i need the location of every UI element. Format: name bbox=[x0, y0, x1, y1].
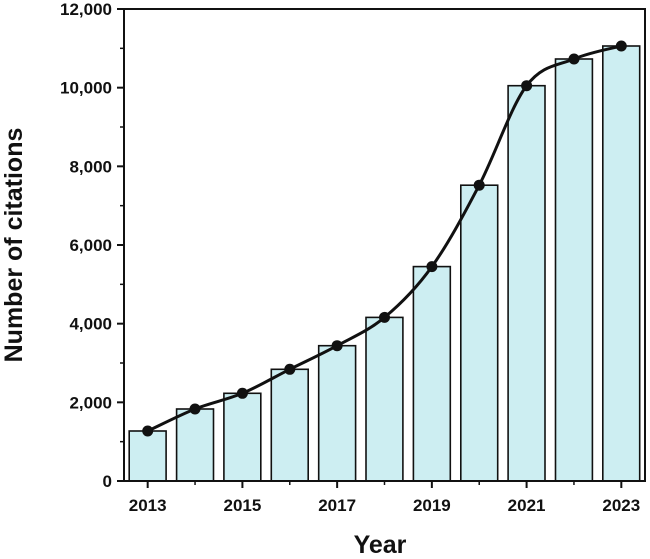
point-2013 bbox=[142, 425, 154, 437]
x-tick-label: 2013 bbox=[129, 496, 167, 515]
point-2018 bbox=[379, 311, 390, 323]
y-tick-label: 10,000 bbox=[60, 79, 112, 98]
x-tick-label: 2015 bbox=[223, 496, 261, 515]
x-tick-label: 2017 bbox=[318, 496, 356, 515]
point-2016 bbox=[284, 363, 296, 375]
x-axis-title: Year bbox=[354, 531, 407, 559]
x-ticks-group: 2013 2015 2017 2019 2021 2023 bbox=[129, 481, 640, 515]
bar-2019 bbox=[412, 265, 452, 482]
x-tick-label: 2021 bbox=[508, 496, 546, 515]
point-2015 bbox=[236, 387, 248, 399]
point-2017 bbox=[331, 340, 343, 352]
y-ticks-group: 0 2,000 4,000 6,000 8,000 10,000 12,000 bbox=[60, 0, 124, 491]
y-tick-label: 8,000 bbox=[69, 157, 112, 176]
bar-2020 bbox=[459, 184, 499, 482]
point-2019 bbox=[426, 261, 438, 273]
bars-group bbox=[128, 45, 641, 482]
y-tick-label: 0 bbox=[103, 472, 112, 491]
bar-2014 bbox=[175, 408, 215, 482]
bar-2021 bbox=[507, 84, 546, 482]
point-2021 bbox=[521, 80, 533, 92]
point-2023 bbox=[615, 40, 627, 52]
y-tick-label: 2,000 bbox=[69, 393, 112, 412]
y-tick-label: 6,000 bbox=[69, 236, 112, 255]
y-tick-label: 4,000 bbox=[69, 315, 112, 334]
bar-2017 bbox=[317, 344, 357, 482]
bar-2015 bbox=[223, 392, 262, 482]
bar-2013 bbox=[128, 430, 167, 482]
point-2014 bbox=[189, 403, 201, 415]
bar-2023 bbox=[601, 45, 641, 482]
point-2020 bbox=[473, 179, 485, 191]
x-tick-label: 2019 bbox=[413, 496, 451, 515]
citation-trend-line bbox=[147, 44, 622, 433]
bar-2022 bbox=[554, 58, 594, 482]
y-axis-title: Number of citations bbox=[0, 128, 28, 363]
bar-2016 bbox=[270, 368, 309, 482]
line-series-group bbox=[142, 40, 627, 437]
point-2022 bbox=[568, 53, 580, 65]
bar-2018 bbox=[365, 316, 404, 482]
x-tick-label: 2023 bbox=[602, 496, 640, 515]
y-tick-label: 12,000 bbox=[60, 0, 112, 19]
